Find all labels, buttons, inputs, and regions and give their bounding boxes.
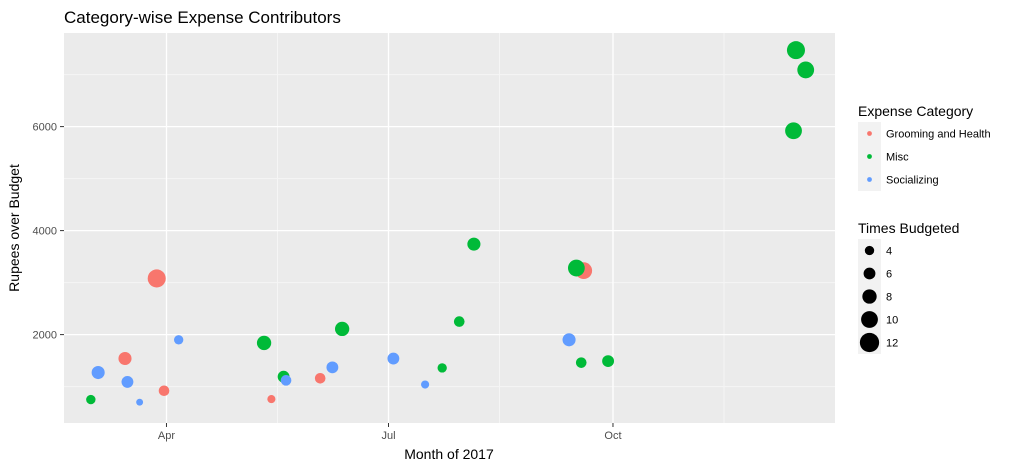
data-point xyxy=(785,122,802,140)
size-legend-title: Times Budgeted xyxy=(858,220,959,236)
legend-label: 12 xyxy=(886,338,898,350)
data-point xyxy=(280,375,292,386)
data-point xyxy=(602,355,615,368)
legend-label: Socializing xyxy=(886,175,939,187)
data-point xyxy=(256,335,272,351)
legend-size-dot xyxy=(859,332,880,353)
x-tick-label: Apr xyxy=(158,430,175,442)
legend-size-dot xyxy=(864,245,875,256)
chart-title: Category-wise Expense Contributors xyxy=(64,8,341,27)
x-axis-title: Month of 2017 xyxy=(404,446,494,462)
x-tick-label: Jul xyxy=(381,430,395,442)
data-point xyxy=(121,376,134,388)
data-point xyxy=(158,385,170,397)
data-point xyxy=(147,269,166,288)
legend-size-dot xyxy=(861,311,878,328)
data-point xyxy=(575,357,587,368)
legend-label: Grooming and Health xyxy=(886,129,991,141)
data-point xyxy=(314,372,326,384)
color-legend-title: Expense Category xyxy=(858,103,973,119)
legend-color-dot xyxy=(867,131,872,136)
data-point xyxy=(118,351,132,366)
legend-color-dot xyxy=(867,177,872,182)
legend-size-dot xyxy=(862,289,877,304)
size-legend: Times Budgeted 4 6 8 10 12 xyxy=(858,220,959,354)
legend-label: 8 xyxy=(886,292,892,304)
data-point xyxy=(562,333,576,347)
data-point xyxy=(326,361,339,374)
legend-label: Misc xyxy=(886,152,909,164)
legend-label: 6 xyxy=(886,269,892,281)
plot-panel xyxy=(64,33,835,423)
data-point xyxy=(136,398,144,406)
minor-gridlines xyxy=(64,33,835,423)
data-point xyxy=(267,395,276,404)
data-point xyxy=(173,335,184,345)
x-axis-ticks: Apr Jul Oct xyxy=(158,423,622,442)
color-legend: Expense Category Grooming and Health Misc… xyxy=(858,103,991,191)
data-points xyxy=(86,41,815,406)
y-axis-title: Rupees over Budget xyxy=(6,164,22,292)
data-point xyxy=(567,259,585,277)
data-point xyxy=(86,394,96,405)
data-point xyxy=(334,321,350,337)
legend-size-dot xyxy=(863,267,876,280)
data-point xyxy=(797,61,815,79)
x-tick-label: Oct xyxy=(604,430,621,442)
data-point xyxy=(467,237,481,251)
data-point xyxy=(453,316,465,327)
data-point xyxy=(91,366,105,380)
data-point xyxy=(387,352,400,365)
y-tick-label: 4000 xyxy=(33,226,57,238)
data-point xyxy=(437,363,447,373)
legend-label: 4 xyxy=(886,246,892,258)
y-tick-label: 2000 xyxy=(33,330,57,342)
data-point xyxy=(421,380,430,389)
y-axis-ticks: 2000 4000 6000 xyxy=(33,122,64,342)
data-point xyxy=(786,41,805,60)
legend-label: 10 xyxy=(886,315,898,327)
y-tick-label: 6000 xyxy=(33,122,57,134)
legend-color-dot xyxy=(867,154,872,159)
